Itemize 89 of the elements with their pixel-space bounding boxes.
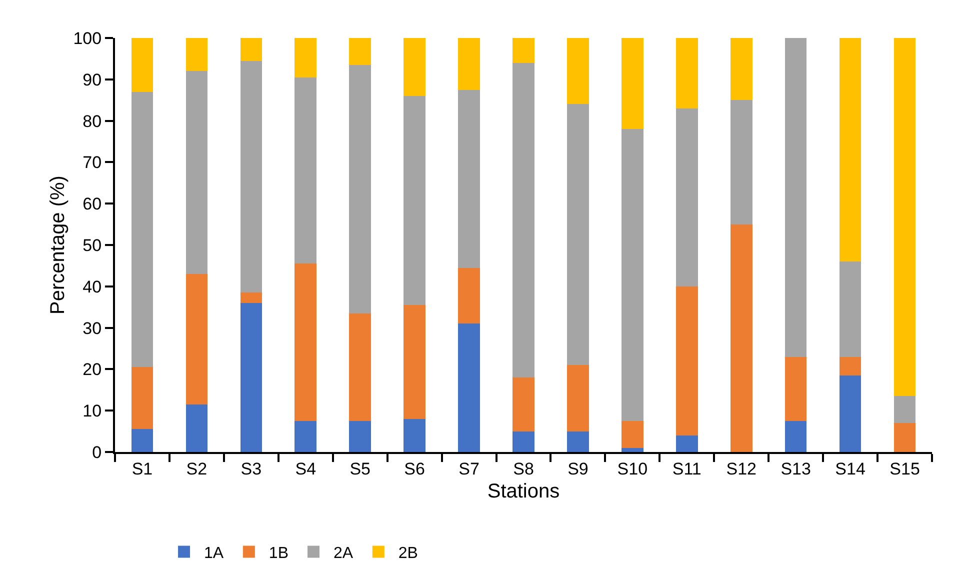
x-tick-label: S4 [295, 459, 316, 478]
bar [567, 104, 589, 366]
bar [622, 448, 644, 452]
bar [349, 38, 371, 65]
bar [294, 38, 317, 78]
x-tick-label: S15 [890, 459, 920, 478]
bar [186, 274, 208, 404]
bar [458, 90, 480, 268]
bar [784, 38, 807, 357]
bar [784, 356, 807, 421]
bar [839, 262, 862, 357]
x-tick-label: S8 [513, 459, 534, 478]
bar [404, 418, 426, 452]
bar [131, 429, 154, 452]
y-tick-label: 80 [82, 112, 102, 131]
bar [512, 38, 534, 63]
bar [839, 375, 862, 452]
bar [458, 268, 480, 324]
y-tick-label: 30 [82, 318, 102, 338]
x-tick-label: S11 [672, 459, 702, 478]
bar [567, 38, 589, 104]
legend-label: 2A [333, 544, 354, 562]
bar [512, 62, 534, 378]
x-tick-label: S5 [350, 459, 370, 478]
y-tick-label: 10 [82, 402, 102, 421]
y-tick-label: 60 [82, 194, 102, 214]
x-tick-label: S2 [186, 459, 208, 478]
x-tick-label: S1 [132, 459, 153, 478]
legend-label: 2B [398, 544, 418, 562]
bar [349, 313, 371, 421]
legend-label: 1B [268, 544, 288, 562]
bar [186, 71, 208, 274]
y-tick-label: 40 [82, 277, 102, 296]
bar [839, 38, 862, 262]
bar [240, 38, 262, 61]
bar [294, 420, 317, 452]
bar [512, 431, 534, 452]
bar [894, 38, 916, 396]
y-tick-label: 50 [82, 236, 102, 255]
bar [294, 264, 317, 421]
bar [730, 224, 752, 452]
bar [622, 420, 644, 448]
bar [349, 64, 371, 314]
bar [894, 396, 916, 424]
bar [131, 38, 154, 92]
bar [404, 305, 426, 419]
x-tick-label: S10 [617, 459, 648, 478]
x-tick-label: S6 [404, 459, 425, 478]
y-tick-label: 100 [73, 28, 102, 48]
bar [730, 38, 752, 100]
bar [676, 38, 698, 108]
x-tick-label: S9 [568, 459, 588, 478]
bar [294, 77, 317, 264]
bar [186, 404, 208, 452]
bar [404, 38, 426, 96]
y-tick-label: 20 [82, 360, 102, 380]
bar [131, 367, 154, 430]
y-tick-label: 90 [82, 70, 102, 90]
x-tick-label: S7 [458, 459, 480, 478]
legend-label: 1A [204, 544, 224, 562]
bar [894, 423, 916, 452]
bar [186, 38, 208, 72]
bar [622, 129, 644, 421]
bar [240, 302, 262, 452]
bar [676, 108, 698, 286]
bar [676, 435, 698, 452]
x-tick-label: S12 [726, 459, 756, 478]
x-tick-label: S14 [835, 459, 866, 478]
bar [512, 377, 534, 432]
bar [622, 38, 644, 130]
bar [458, 38, 480, 90]
bar [839, 356, 862, 376]
x-tick-label: S13 [780, 459, 811, 478]
x-tick-label: S3 [240, 459, 262, 478]
bar [240, 60, 262, 293]
x-axis-title: Stations [487, 480, 560, 502]
bar [784, 420, 807, 452]
bar [131, 92, 154, 368]
bar [349, 420, 371, 452]
bar [730, 100, 752, 224]
bar [567, 365, 589, 432]
bar [567, 431, 589, 452]
y-tick-label: 0 [92, 442, 102, 462]
bar [676, 286, 698, 436]
bar [458, 324, 480, 452]
y-tick-label: 70 [82, 153, 102, 172]
bar [404, 96, 426, 306]
y-axis-title: Percentage (%) [47, 176, 69, 314]
bar [240, 292, 262, 303]
